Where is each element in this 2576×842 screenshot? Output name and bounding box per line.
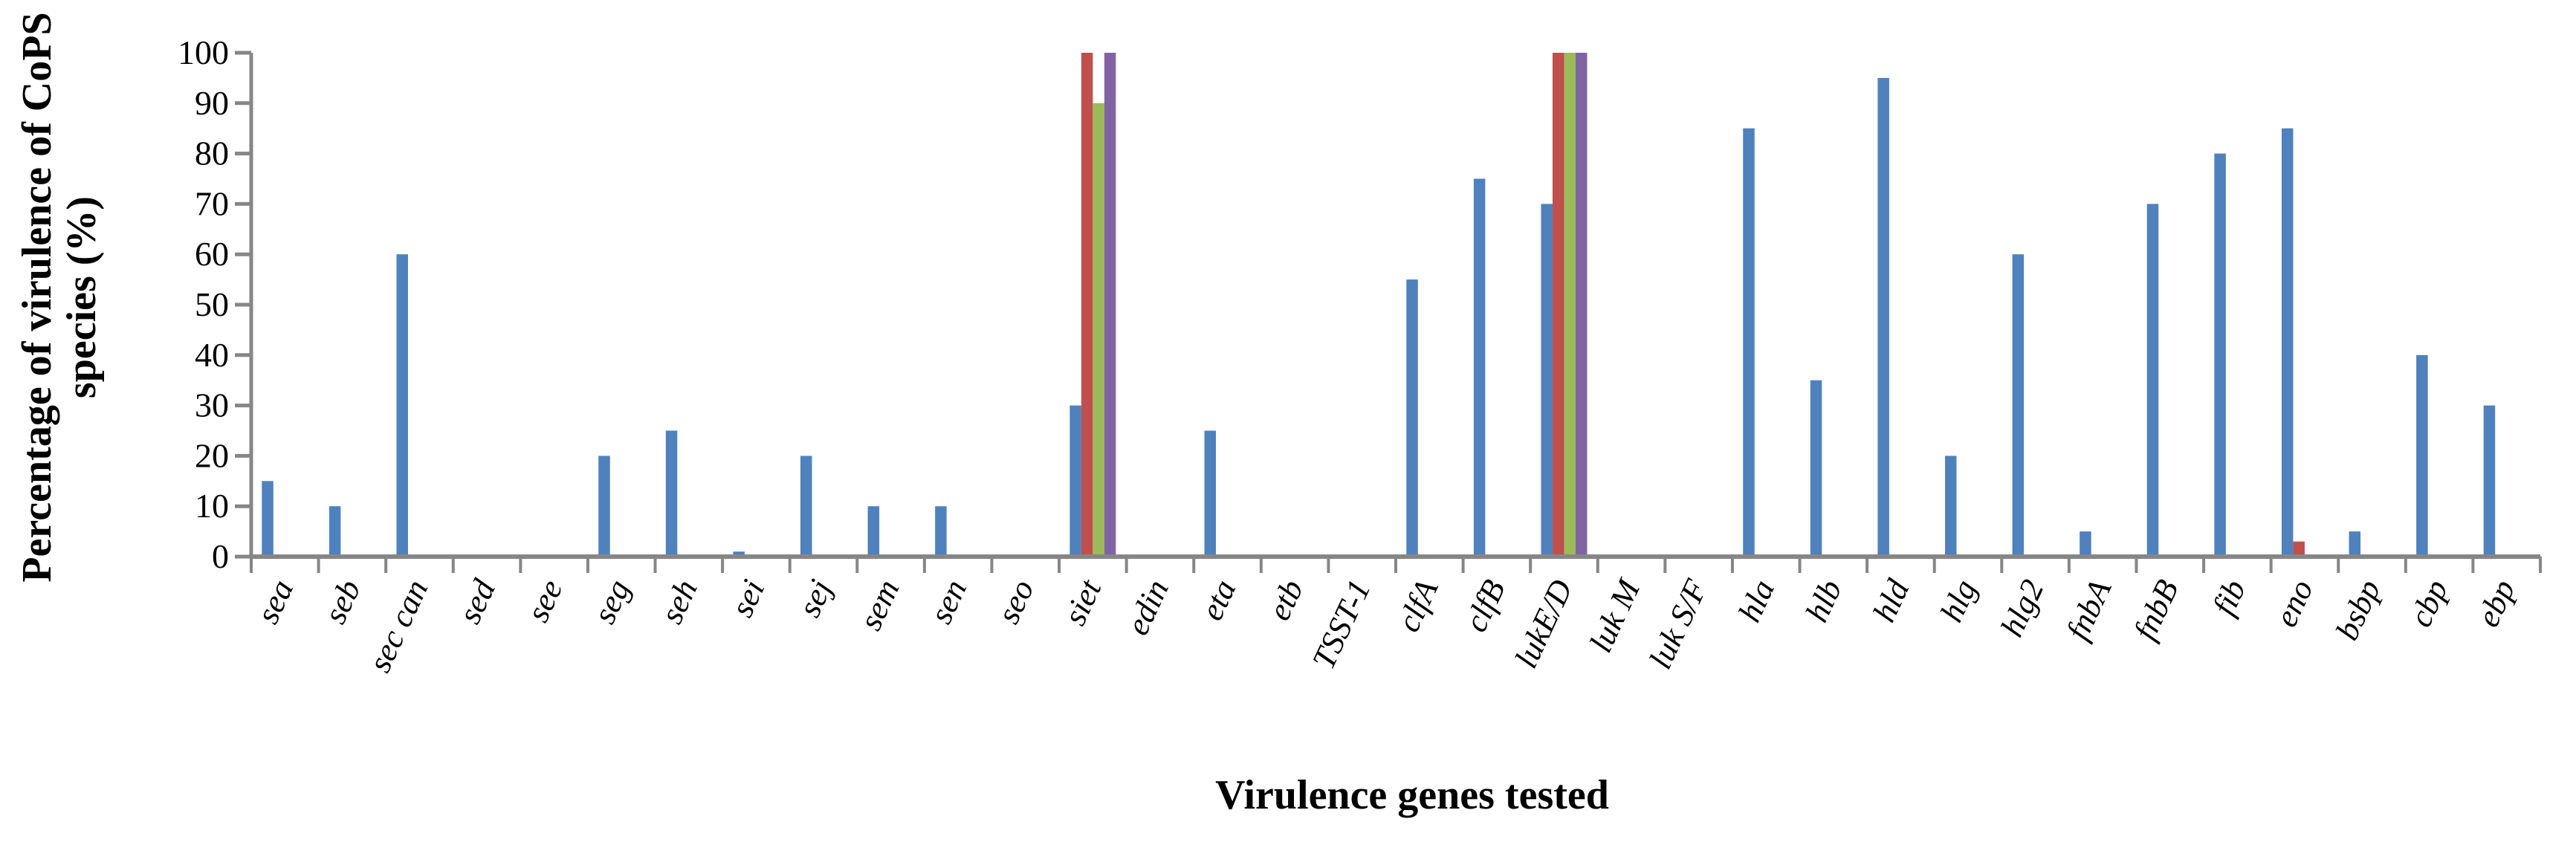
x-tick-label: seg (586, 574, 637, 629)
x-tick-label: bsbp (2329, 574, 2388, 646)
x-tick-label: lukE/D (1507, 574, 1579, 673)
x-tick-label: see (520, 574, 570, 628)
bar-lukE-D-series-2 (1552, 53, 1564, 557)
x-tick-label: luk S/F (1642, 574, 1715, 675)
y-axis-title-line-1: Percentage of virulence of CoPS (14, 12, 60, 582)
y-tick-label: 0 (212, 537, 229, 575)
x-tick-label: edin (1119, 574, 1176, 641)
y-tick-label: 40 (195, 336, 229, 374)
bar-eno-series-1 (2281, 128, 2294, 557)
x-tick-label: sem (852, 574, 906, 636)
x-tick-label: hld (1865, 574, 1917, 628)
bar-sea-series-1 (262, 481, 274, 557)
x-tick-label: ebp (2470, 574, 2522, 632)
bar-fnbA-series-1 (2080, 531, 2091, 557)
bar-lukE-D-series-4 (1575, 53, 1588, 557)
x-tick-label: sei (723, 574, 771, 623)
bar-seh-series-1 (665, 430, 678, 557)
x-tick-label: fnbA (2059, 574, 2119, 646)
x-tick-label: cbp (2402, 574, 2455, 632)
bar-hlb-series-1 (1810, 380, 1822, 557)
x-tick-label: seh (653, 574, 705, 629)
bar-clfA-series-1 (1406, 279, 1418, 557)
x-tick-label: fib (2205, 574, 2253, 621)
y-tick-label: 10 (195, 487, 229, 525)
x-tick-label: clfB (1457, 574, 1512, 638)
bar-cbp-series-1 (2416, 354, 2428, 557)
y-tick-label: 50 (195, 285, 229, 323)
x-tick-label: sen (922, 574, 974, 629)
axes-layer (235, 51, 2542, 573)
x-tick-label: sej (791, 574, 839, 623)
x-axis-title: Virulence genes tested (1215, 772, 1609, 818)
bar-lukE-D-series-3 (1564, 53, 1576, 557)
bar-fnbB-series-1 (2146, 204, 2159, 557)
x-tick-label: sec can (361, 574, 436, 678)
x-tick-label: clfA (1390, 574, 1446, 638)
x-tick-label: TSST-1 (1305, 574, 1378, 675)
x-tick-label: hlb (1799, 574, 1849, 628)
y-tick-label: 60 (195, 235, 229, 273)
x-tick-label: eno (2268, 574, 2320, 632)
bar-sen-series-1 (935, 506, 947, 557)
x-tick-label: hla (1731, 574, 1781, 628)
bar-siet-series-4 (1104, 53, 1116, 557)
y-tick-label: 70 (195, 184, 229, 222)
x-tick-label: fnbB (2126, 574, 2186, 646)
x-tick-label: siet (1056, 573, 1109, 631)
bars-layer (262, 53, 2496, 557)
bar-sec-can-series-1 (396, 254, 408, 557)
x-tick-label: eta (1193, 574, 1243, 626)
bar-sem-series-1 (867, 506, 880, 557)
y-axis-title-line-2: species (%) (59, 196, 105, 398)
bar-clfB-series-1 (1473, 178, 1486, 557)
bar-eta-series-1 (1204, 430, 1217, 557)
y-tick-label: 90 (195, 84, 229, 122)
bar-bsbp-series-1 (2349, 531, 2361, 557)
x-tick-label: hlg2 (1993, 574, 2051, 643)
bar-seb-series-1 (329, 506, 341, 557)
x-tick-label: sea (249, 574, 300, 629)
x-tick-label: etb (1261, 574, 1310, 626)
bar-hlg2-series-1 (2012, 254, 2025, 557)
x-tick-label: seb (317, 574, 368, 629)
y-tick-label: 80 (195, 135, 229, 172)
bar-fib-series-1 (2214, 153, 2226, 557)
bar-eno-series-2 (2293, 541, 2305, 557)
bar-hla-series-1 (1743, 128, 1755, 557)
bar-sej-series-1 (800, 456, 812, 557)
bar-ebp-series-1 (2483, 405, 2496, 557)
x-tick-label: luk M (1582, 572, 1648, 658)
bar-siet-series-1 (1069, 405, 1081, 557)
y-tick-label: 100 (178, 33, 229, 71)
bar-seg-series-1 (598, 456, 610, 557)
x-tick-label: seo (990, 574, 1041, 629)
bar-lukE-D-series-1 (1541, 204, 1553, 557)
bar-hld-series-1 (1877, 77, 1889, 557)
bar-sei-series-1 (733, 551, 745, 557)
x-tick-label: hlg (1933, 574, 1984, 628)
y-tick-label: 30 (195, 386, 229, 424)
x-tick-label: sed (451, 574, 503, 629)
bar-hlg-series-1 (1945, 456, 1957, 557)
bar-siet-series-2 (1081, 53, 1093, 557)
bar-siet-series-3 (1093, 103, 1104, 557)
y-tick-label: 20 (195, 436, 229, 474)
